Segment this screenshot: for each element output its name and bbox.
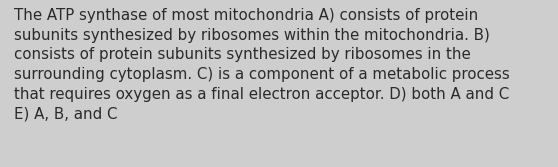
Text: The ATP synthase of most mitochondria A) consists of protein
subunits synthesize: The ATP synthase of most mitochondria A)… [14,8,509,121]
